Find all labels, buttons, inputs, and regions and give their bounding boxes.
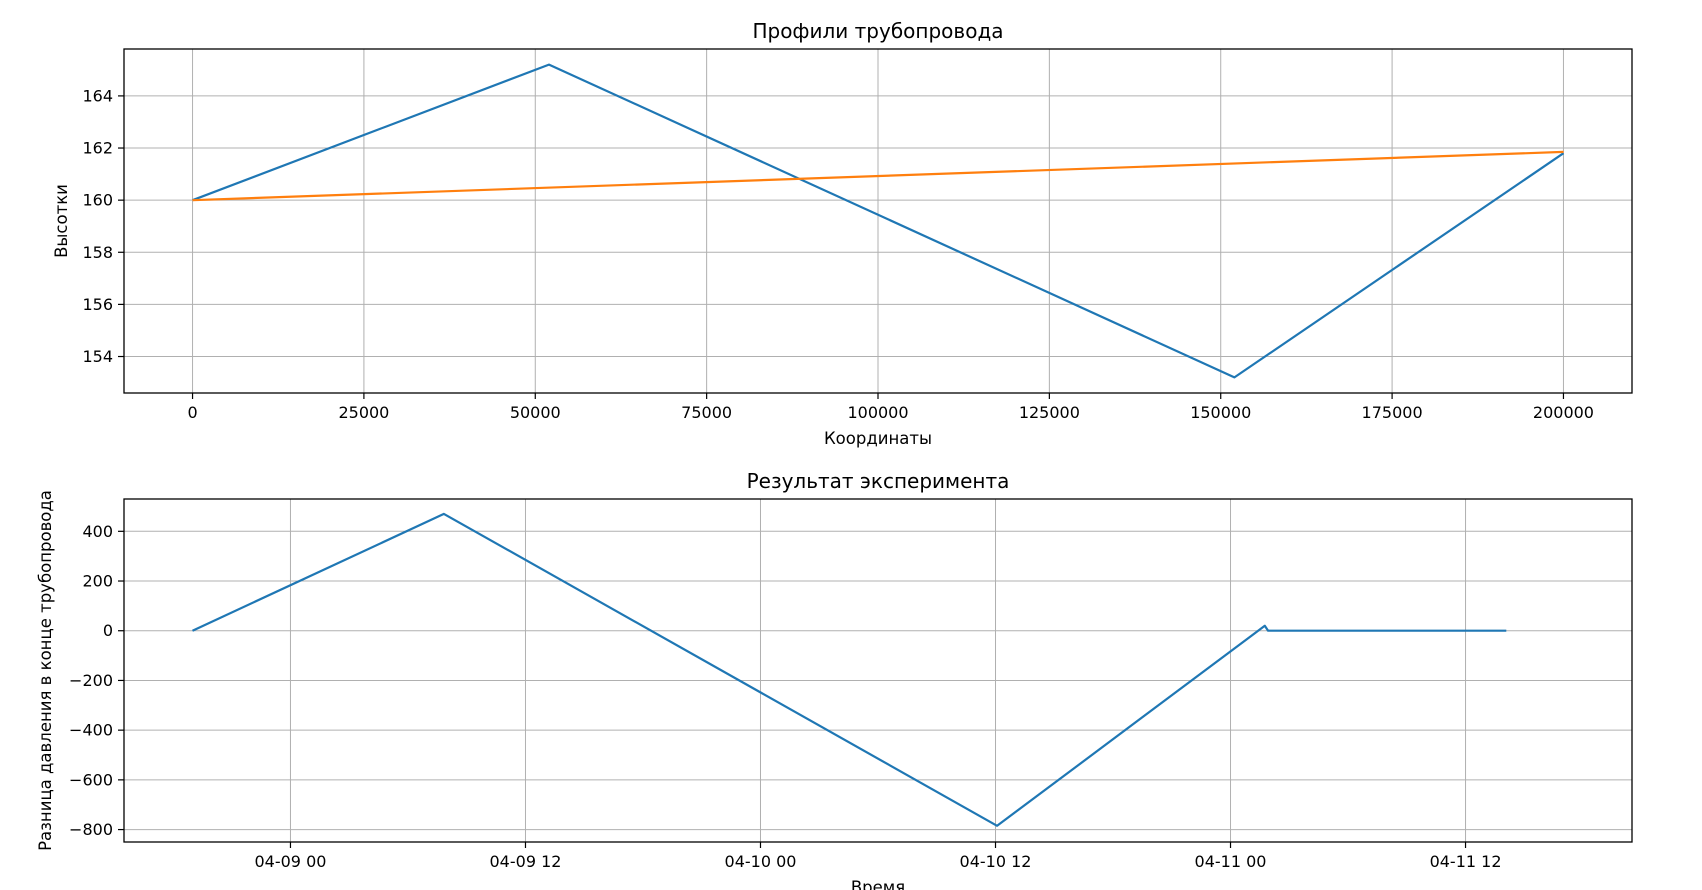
chart0-x-tick-label-7: 175000 bbox=[1362, 403, 1423, 422]
chart1-x-tick-label-4: 04-11 00 bbox=[1195, 852, 1267, 871]
chart0-x-tick-label-8: 200000 bbox=[1533, 403, 1594, 422]
chart0-title: Профили трубопровода bbox=[752, 19, 1003, 43]
chart0-x-tick-label-5: 125000 bbox=[1019, 403, 1080, 422]
chart0-y-tick-label-4: 162 bbox=[82, 139, 113, 158]
chart0-y-axis-label: Высотки bbox=[52, 184, 71, 258]
chart1-series-0-line bbox=[192, 512, 1507, 827]
chart0-profile-panel: 0 25000 50000 75000 100000 125000 150000 175000… bbox=[52, 19, 1633, 448]
chart1-y-tick-label-5: 200 bbox=[82, 572, 113, 591]
chart0-series-1-line bbox=[192, 150, 1564, 202]
chart1-title: Результат эксперимента bbox=[747, 469, 1010, 493]
chart0-series-0-line bbox=[192, 63, 1565, 379]
chart0-y-tick-label-2: 158 bbox=[82, 243, 113, 262]
chart1-x-tick-label-2: 04-10 00 bbox=[725, 852, 797, 871]
chart1-y-tick-label-0: −800 bbox=[69, 820, 113, 839]
chart1-y-tick-label-4: 0 bbox=[103, 621, 113, 640]
chart0-x-tick-label-1: 25000 bbox=[338, 403, 389, 422]
chart0-y-tick-label-5: 164 bbox=[82, 86, 113, 105]
chart0-x-tick-label-4: 100000 bbox=[847, 403, 908, 422]
chart1-y-tick-label-6: 400 bbox=[82, 522, 113, 541]
chart0-x-tick-label-0: 0 bbox=[187, 403, 197, 422]
chart1-x-tick-label-1: 04-09 12 bbox=[490, 852, 562, 871]
chart0-x-tick-label-6: 150000 bbox=[1190, 403, 1251, 422]
chart1-y-tick-label-1: −600 bbox=[69, 770, 113, 789]
chart1-x-axis-label: Время bbox=[851, 878, 905, 890]
chart1-x-tick-label-0: 04-09 00 bbox=[254, 852, 326, 871]
chart1-experiment-panel: 04-09 00 04-09 12 04-10 00 04-10 12 04-11 00… bbox=[36, 469, 1633, 890]
chart0-y-tick-label-3: 160 bbox=[82, 191, 113, 210]
chart0-x-tick-label-2: 50000 bbox=[510, 403, 561, 422]
chart1-y-tick-label-3: −200 bbox=[69, 671, 113, 690]
chart1-x-tick-label-5: 04-11 12 bbox=[1430, 852, 1502, 871]
chart1-plot-frame bbox=[123, 498, 1633, 843]
chart0-x-tick-label-3: 75000 bbox=[681, 403, 732, 422]
chart1-y-axis-label: Разница давления в конце трубопровода bbox=[36, 490, 55, 851]
chart0-y-tick-label-0: 154 bbox=[82, 347, 113, 366]
chart1-y-tick-label-2: −400 bbox=[69, 721, 113, 740]
chart1-x-tick-label-3: 04-10 12 bbox=[960, 852, 1032, 871]
chart0-y-tick-label-1: 156 bbox=[82, 295, 113, 314]
chart0-x-axis-label: Координаты bbox=[824, 429, 932, 448]
